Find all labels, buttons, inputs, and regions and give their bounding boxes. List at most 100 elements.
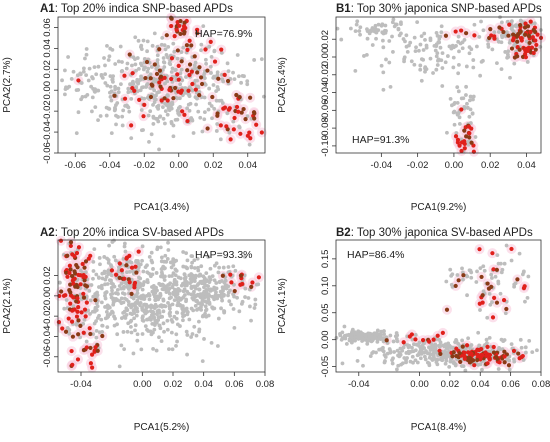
data-point-gray xyxy=(210,116,214,121)
data-point-gray xyxy=(481,28,486,33)
data-point-gray xyxy=(97,330,102,335)
data-point-gray xyxy=(135,306,139,311)
data-point-gray xyxy=(117,364,122,369)
data-point-red xyxy=(491,344,496,350)
data-point-gray xyxy=(164,259,169,264)
data-point-red xyxy=(516,351,521,356)
data-point-gray xyxy=(150,289,155,294)
data-point-red xyxy=(384,338,389,343)
data-point-gray xyxy=(435,63,440,67)
data-point-gray xyxy=(175,117,180,122)
data-point-gray xyxy=(171,41,176,46)
data-point-gray xyxy=(165,55,170,60)
x-axis: -0.04 -0.02 0.00 0.02 0.04 xyxy=(371,153,536,171)
data-point-gray xyxy=(391,339,396,344)
data-point-gray xyxy=(217,279,222,284)
data-point-gray xyxy=(391,17,396,22)
y-tick-label: 0.06 xyxy=(42,18,53,37)
data-point-gray xyxy=(385,351,390,356)
data-point-gray xyxy=(152,327,157,332)
data-point-gray xyxy=(436,40,441,45)
data-point-gray xyxy=(140,258,144,263)
data-point-gray xyxy=(454,44,458,48)
data-point-gray xyxy=(382,332,386,337)
data-point-gray xyxy=(135,332,140,337)
data-point-gray xyxy=(166,300,170,305)
data-point-red xyxy=(174,27,179,33)
data-point-gray xyxy=(121,108,126,113)
data-point-gray xyxy=(83,56,87,61)
data-point-gray xyxy=(136,66,141,71)
data-point-red xyxy=(58,238,64,243)
data-point-gray xyxy=(198,115,203,120)
data-point-gray xyxy=(146,329,151,333)
data-point-gray xyxy=(406,349,411,354)
data-point-red xyxy=(501,298,507,303)
data-point-gray xyxy=(116,265,121,270)
data-point-gray xyxy=(240,299,245,304)
data-point-gray xyxy=(434,343,438,348)
data-point-red xyxy=(162,75,167,80)
data-point-red xyxy=(127,52,132,57)
data-point-gray xyxy=(430,357,434,361)
data-point-gray xyxy=(218,289,223,294)
data-point-gray xyxy=(211,83,216,87)
data-point-gray xyxy=(87,66,92,71)
data-point-gray xyxy=(162,65,167,69)
data-point-gray xyxy=(135,309,140,314)
data-point-gray xyxy=(84,73,89,78)
data-point-gray xyxy=(157,90,161,94)
data-point-red xyxy=(472,363,477,368)
data-point-gray xyxy=(466,336,471,341)
data-point-gray xyxy=(438,343,443,348)
data-point-gray xyxy=(105,325,110,329)
data-point-gray xyxy=(388,333,393,338)
data-point-red xyxy=(435,333,440,338)
data-point-red xyxy=(100,333,105,339)
data-point-gray xyxy=(456,34,461,39)
data-point-red xyxy=(487,352,493,357)
data-point-gray xyxy=(443,349,447,353)
data-point-gray xyxy=(487,291,492,296)
data-point-gray xyxy=(448,96,453,101)
data-point-gray xyxy=(203,304,208,309)
data-point-red xyxy=(222,105,228,110)
data-point-gray xyxy=(110,309,114,314)
points xyxy=(334,243,539,373)
data-point-gray xyxy=(452,109,457,114)
data-point-gray xyxy=(486,45,491,49)
data-point-gray xyxy=(464,84,469,89)
hap-annotation: HAP=91.3% xyxy=(352,134,410,146)
data-point-gray xyxy=(248,304,252,309)
data-point-red xyxy=(189,43,194,48)
data-point-gray xyxy=(457,62,461,67)
x-axis: -0.04 0.00 0.02 0.04 0.06 0.08 xyxy=(70,372,274,390)
data-point-gray xyxy=(88,298,93,303)
data-point-gray xyxy=(512,61,517,66)
points xyxy=(60,12,267,152)
data-point-gray xyxy=(443,361,448,366)
data-point-gray xyxy=(414,342,419,347)
data-point-red xyxy=(438,351,443,357)
data-point-gray xyxy=(381,70,386,75)
data-point-red xyxy=(60,326,65,331)
data-point-gray xyxy=(435,51,440,56)
data-point-gray xyxy=(354,22,359,27)
data-point-red xyxy=(175,48,180,53)
data-point-gray xyxy=(168,281,173,286)
data-point-gray xyxy=(207,275,212,280)
data-point-gray xyxy=(149,65,154,69)
data-point-red xyxy=(81,330,86,335)
data-point-red xyxy=(177,23,182,28)
data-point-red xyxy=(59,289,64,294)
y-tick-label: -0.08 xyxy=(320,117,331,139)
data-point-gray xyxy=(149,313,154,318)
data-point-gray xyxy=(103,282,107,287)
data-point-gray xyxy=(184,308,189,312)
data-point-gray xyxy=(427,345,431,350)
data-point-gray xyxy=(149,272,154,277)
data-point-gray xyxy=(150,322,155,326)
y-tick-label: 0.02 xyxy=(320,30,331,49)
data-point-gray xyxy=(193,60,198,65)
data-point-gray xyxy=(133,62,138,67)
